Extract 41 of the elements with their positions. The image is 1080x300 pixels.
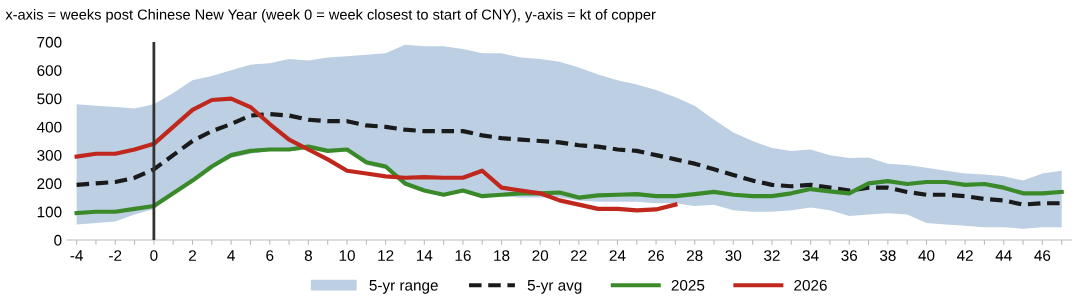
y-tick-label: 100	[37, 206, 62, 218]
x-tick-label: 36	[841, 250, 858, 261]
x-tick-label: 40	[918, 250, 935, 261]
x-tick-label: 30	[725, 250, 742, 261]
x-tick-label: 14	[416, 250, 433, 261]
x-tick-label: 26	[648, 250, 664, 261]
y-tick-label: 400	[36, 121, 62, 133]
x-tick-label: 4	[227, 250, 235, 261]
x-tick-label: 16	[455, 250, 471, 261]
x-tick-label: 38	[879, 250, 896, 261]
y-tick-label: 300	[37, 150, 62, 161]
x-tick-label: 18	[494, 250, 510, 261]
x-tick-label: -2	[109, 250, 122, 261]
x-tick-label: 42	[956, 250, 973, 261]
x-tick-label: 28	[686, 250, 703, 261]
x-tick-label: 10	[339, 250, 355, 261]
x-tick-label: 22	[571, 250, 587, 261]
chart-title: x-axis = weeks post Chinese New Year (week 0 = week closest to start of CNY), y-axis = kt of copper	[5, 9, 656, 23]
line-series	[74, 144, 1064, 216]
line-series	[74, 96, 678, 213]
x-tick-label: 34	[802, 250, 819, 261]
x-tick-label: -4	[70, 250, 83, 261]
legend-label: 2026	[794, 279, 827, 291]
y-tick-label: 700	[37, 36, 62, 48]
x-tick-label: 32	[764, 250, 780, 261]
x-tick-label: 12	[378, 250, 394, 261]
x-tick-label: 6	[266, 250, 274, 261]
x-tick-label: 44	[995, 250, 1012, 261]
y-tick-label: 600	[37, 65, 62, 76]
y-tick-label: 0	[54, 234, 62, 246]
legend-label: 5-yr avg	[527, 280, 582, 294]
text: 5-yr range	[369, 280, 438, 294]
x-tick-label: 20	[532, 250, 549, 261]
x-tick-label: 0	[150, 250, 158, 261]
y-tick-label: 200	[37, 178, 62, 190]
x-tick-label: 2	[189, 250, 196, 261]
legend-label: 2025	[671, 279, 705, 291]
x-tick-label: 24	[609, 250, 626, 261]
x-tick-label: 46	[1034, 250, 1051, 261]
x-tick-label: 8	[304, 250, 312, 261]
y-tick-label: 500	[37, 93, 62, 105]
